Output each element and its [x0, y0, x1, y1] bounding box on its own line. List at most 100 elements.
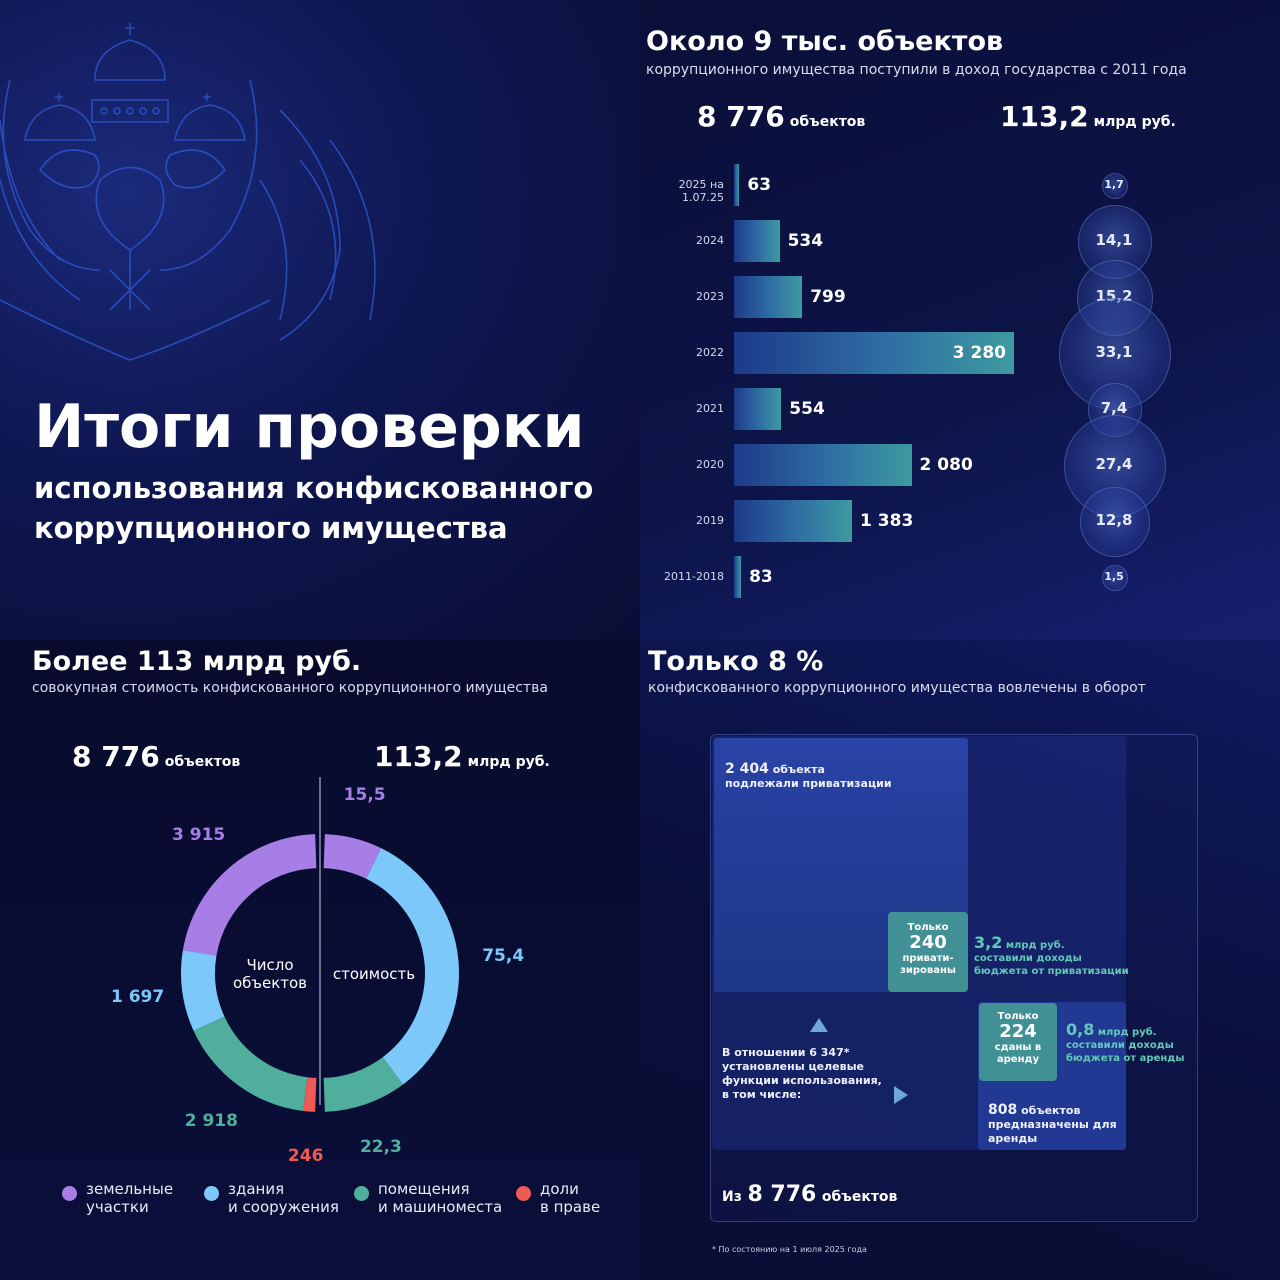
legend-dot-icon [354, 1186, 369, 1201]
value-bubble-label: 14,1 [1095, 231, 1133, 250]
total-objects-value: 8 776 [697, 100, 785, 133]
donut-right-center-label: стоимость [332, 965, 416, 983]
legend-label: доли в праве [540, 1180, 601, 1216]
tree-total-unit: объектов [821, 1189, 898, 1205]
donut-left-total-value: 8 776 [72, 740, 160, 773]
year-bar [734, 444, 912, 486]
year-bar [734, 388, 782, 430]
footnote: * По состоянию на 1 июля 2025 года [712, 1245, 867, 1254]
privatized-box: Только 240 привати-зированы [888, 912, 968, 992]
privatized-income-text: составили доходы бюджета от приватизации [974, 953, 1129, 977]
year-bar [734, 332, 1014, 374]
rent-planned-text: предназначены для аренды [988, 1118, 1117, 1145]
total-objects: 8 776 объектов [697, 100, 865, 133]
rent-income-value: 0,8 [1066, 1020, 1095, 1039]
tree-panel: Только 8 % конфискованного коррупционног… [640, 640, 1280, 1280]
donut-left-total: 8 776 объектов [72, 740, 240, 773]
donut-left-center-label: Число объектов [232, 956, 308, 992]
value-bubble-label: 1,7 [1104, 177, 1124, 191]
donut-subheading: совокупная стоимость конфискованного кор… [32, 680, 548, 696]
value-bubble-label: 1,5 [1104, 569, 1124, 583]
year-bar [734, 164, 740, 206]
privatized-income-value: 3,2 [974, 933, 1003, 952]
legend-dot-icon [204, 1186, 219, 1201]
donut-right-total: 113,2 млрд руб. [374, 740, 550, 773]
year-label: 2011-2018 [664, 570, 724, 583]
year-label: 2024 [696, 234, 724, 247]
value-bubble [1102, 565, 1128, 591]
total-value-value: 113,2 [1000, 100, 1089, 133]
value-bubble-label: 33,1 [1095, 343, 1133, 362]
count-slice [182, 834, 317, 956]
legend-dot-icon [62, 1186, 77, 1201]
value-bubble-label: 12,8 [1095, 511, 1133, 530]
legend-item: доли в праве [516, 1180, 600, 1216]
legend-label: помещения и машиноместа [378, 1180, 503, 1216]
privatized-income: 3,2 млрд руб. составили доходы бюджета о… [974, 933, 1134, 978]
value-bubble [1079, 486, 1151, 558]
legend-item: здания и сооружения [204, 1180, 339, 1216]
rent-income: 0,8 млрд руб. составили доходы бюджета о… [1066, 1020, 1226, 1065]
year-bar-value: 83 [749, 567, 773, 587]
rented-box: Только 224 сданы в аренду [979, 1003, 1057, 1081]
privatized-only: Только [907, 922, 949, 933]
privatized-count: 240 [909, 932, 947, 953]
privatization-label: 2 404 объекта подлежали приватизации [725, 762, 892, 791]
donut-left-total-unit: объектов [164, 754, 241, 770]
legend-item: земельные участки [62, 1180, 173, 1216]
year-bar-value: 554 [789, 399, 825, 419]
year-label: 2021 [696, 402, 724, 415]
privatization-unit: объекта [772, 763, 825, 776]
value-slice [323, 834, 382, 879]
rent-planned-count: 808 [988, 1102, 1018, 1118]
year-bar-value: 2 080 [919, 455, 973, 475]
rent-income-text: составили доходы бюджета от аренды [1066, 1040, 1185, 1064]
arrow-right-icon [894, 1086, 908, 1104]
rent-planned-unit: объектов [1021, 1104, 1081, 1117]
years-panel: Около 9 тыс. объектов коррупционного иму… [640, 0, 1280, 640]
double-headed-eagle-emblem [0, 23, 376, 361]
tree-total-count: 8 776 [747, 1182, 817, 1207]
legend-label: земельные участки [86, 1180, 174, 1216]
value-slice [366, 848, 459, 1085]
count-slice [181, 950, 225, 1031]
years-heading: Около 9 тыс. объектов [646, 26, 1004, 57]
donut-heading: Более 113 млрд руб. [32, 646, 362, 677]
total-value-unit: млрд руб. [1093, 114, 1176, 130]
count-label: 3 915 [172, 824, 226, 845]
year-bar [734, 556, 742, 598]
legend-item: помещения и машиноместа [354, 1180, 502, 1216]
page-title: Итоги проверки [34, 392, 585, 462]
legend-label: здания и сооружения [228, 1180, 339, 1216]
year-bar-value: 799 [810, 287, 846, 307]
year-bar-value: 1 383 [860, 511, 914, 531]
year-bar [734, 500, 853, 542]
value-bubble-label: 7,4 [1100, 399, 1128, 418]
count-slice [193, 1016, 308, 1111]
year-bar [734, 220, 780, 262]
year-label: 2025 на 1.07.25 [678, 178, 724, 204]
value-label: 22,3 [359, 1136, 402, 1157]
purpose-label: В отношении 6 347* установлены целевые ф… [722, 1046, 882, 1101]
rented-count: 224 [999, 1021, 1037, 1042]
donut-panel: Более 113 млрд руб. совокупная стоимость… [0, 640, 640, 1280]
donut-chart [181, 777, 459, 1112]
tree-total-label: Из 8 776 объектов [722, 1182, 897, 1207]
page-subtitle: использования конфискованного коррупцион… [34, 471, 594, 545]
tree-subheading: конфискованного коррупционного имущества… [648, 680, 1146, 696]
title-panel: Итоги проверки использования конфискован… [0, 0, 640, 640]
arrow-up-icon [810, 1018, 828, 1032]
year-label: 2019 [696, 514, 724, 527]
value-bubble-label: 27,4 [1095, 455, 1133, 474]
donut-right-total-value: 113,2 [374, 740, 463, 773]
count-label: 2 918 [184, 1111, 238, 1132]
rented-text: сданы в аренду [994, 1042, 1042, 1065]
privatization-text: подлежали приватизации [725, 777, 892, 790]
year-bar [734, 276, 803, 318]
year-bar-value: 63 [747, 175, 772, 195]
value-slice [323, 1057, 404, 1112]
value-bubble [1101, 172, 1129, 200]
value-label: 75,4 [482, 946, 525, 967]
year-bar-value: 534 [787, 231, 824, 251]
years-subheading: коррупционного имущества поступили в дох… [646, 62, 1187, 78]
